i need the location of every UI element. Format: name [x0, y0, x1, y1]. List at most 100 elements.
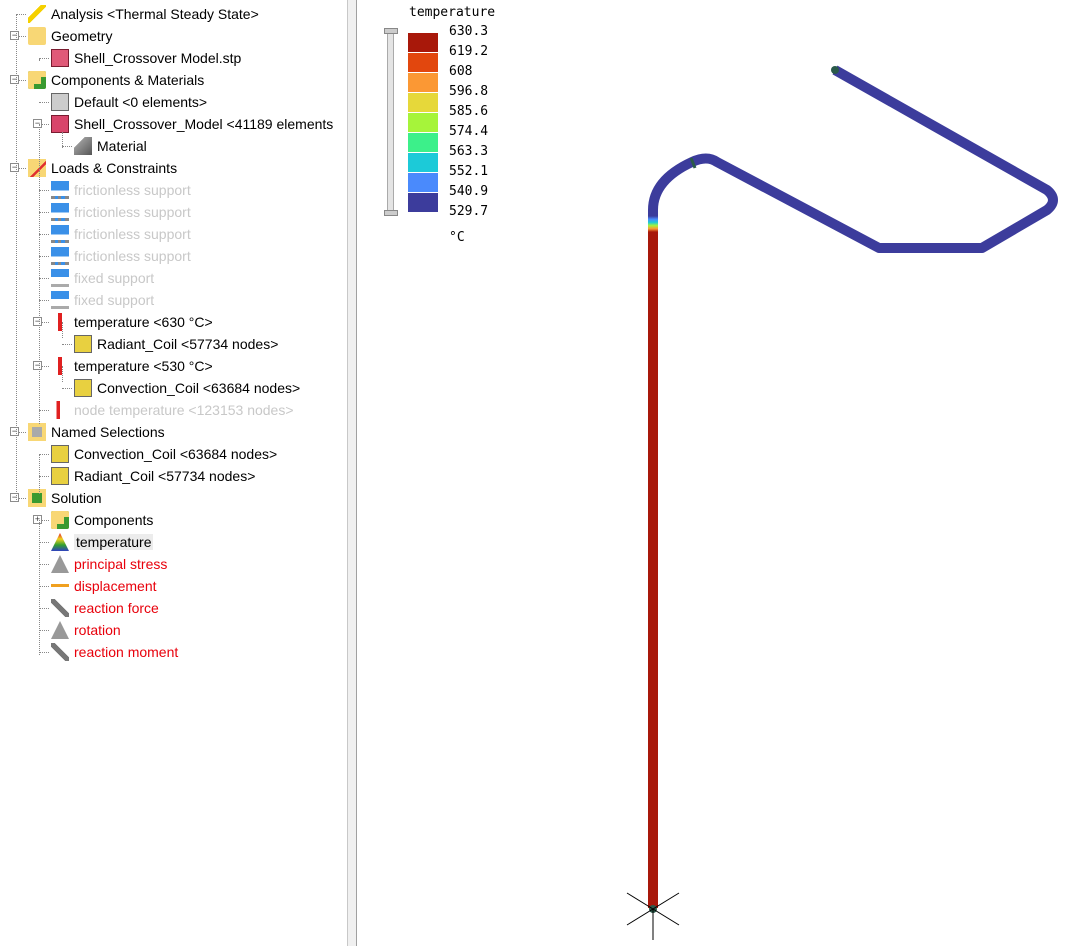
- pipe-model[interactable]: [357, 0, 1067, 946]
- tree-item-label: Shell_Crossover Model.stp: [74, 50, 242, 66]
- tree-item[interactable]: Shell_Crossover_Model <41189 elements: [51, 113, 333, 135]
- tree-item-label: reaction moment: [74, 644, 179, 660]
- tree-item[interactable]: node temperature <123153 nodes>: [51, 399, 294, 421]
- model-tree[interactable]: Analysis <Thermal Steady State> Geometry −…: [0, 0, 348, 946]
- collapse-icon[interactable]: −: [33, 118, 42, 128]
- tree-item[interactable]: frictionless support: [51, 201, 191, 223]
- tree-connector: [62, 344, 72, 345]
- frictionless-support-icon: [51, 203, 69, 221]
- tree-item-label: Components & Materials: [51, 72, 205, 88]
- tree-item[interactable]: Loads & Constraints: [28, 157, 177, 179]
- legend-tick-label: 563.3: [449, 144, 489, 159]
- fixed-support-symbol: [626, 892, 680, 940]
- result-gray-icon: [51, 555, 69, 573]
- tree-item[interactable]: rotation: [51, 619, 121, 641]
- tree-item[interactable]: Components: [51, 509, 153, 531]
- tree-connector: [16, 498, 26, 499]
- legend-tick-label: 529.7: [449, 204, 489, 219]
- graphics-viewport[interactable]: temperature 630.3 619.2 608 596.8 585.6 574.4…: [357, 0, 1067, 946]
- frictionless-support-icon: [51, 181, 69, 199]
- tree-connector: [16, 36, 26, 37]
- tree-item[interactable]: Convection_Coil <63684 nodes>: [51, 443, 277, 465]
- frictionless-support-icon: [51, 225, 69, 243]
- tree-connector: [16, 432, 26, 433]
- tree-item-label: Analysis <Thermal Steady State>: [51, 6, 259, 22]
- tree-item[interactable]: Radiant_Coil <57734 nodes>: [74, 333, 278, 355]
- tree-item-label: rotation: [74, 622, 121, 638]
- tree-item[interactable]: reaction moment: [51, 641, 178, 663]
- tree-item[interactable]: frictionless support: [51, 245, 191, 267]
- tree-item[interactable]: fixed support: [51, 289, 154, 311]
- fixed-support-icon: [51, 269, 69, 287]
- legend-tick-label: 552.1: [449, 164, 489, 179]
- tree-connector: [62, 366, 63, 382]
- collapse-icon[interactable]: −: [10, 74, 19, 84]
- panel-splitter[interactable]: [348, 0, 357, 946]
- tree-item[interactable]: Geometry: [28, 25, 112, 47]
- tree-item[interactable]: Components & Materials: [28, 69, 204, 91]
- tree-item[interactable]: fixed support: [51, 267, 154, 289]
- tree-item[interactable]: temperature: [51, 531, 154, 553]
- tree-connector: [39, 322, 49, 323]
- tree-item[interactable]: Analysis <Thermal Steady State>: [28, 3, 259, 25]
- tree-item[interactable]: displacement: [51, 575, 157, 597]
- legend-title: temperature: [409, 5, 496, 20]
- tree-item[interactable]: Shell_Crossover Model.stp: [51, 47, 241, 69]
- tree-connector: [16, 14, 26, 15]
- tree-connector: [39, 58, 49, 59]
- legend-band: [408, 113, 438, 132]
- node-set-icon: [51, 467, 69, 485]
- node-temperature-icon: [51, 401, 69, 419]
- legend-tick-label: 596.8: [449, 84, 489, 99]
- collapse-icon[interactable]: −: [10, 426, 19, 436]
- legend-band: [408, 133, 438, 152]
- component-red-icon: [51, 115, 69, 133]
- tree-item[interactable]: Default <0 elements>: [51, 91, 207, 113]
- tree-connector: [62, 146, 72, 147]
- tree-item[interactable]: Solution: [28, 487, 102, 509]
- tree-item-label: temperature <530 °C>: [74, 358, 213, 374]
- tree-item[interactable]: Material: [74, 135, 147, 157]
- tree-item-label: Components: [74, 512, 154, 528]
- tree-connector: [39, 476, 49, 477]
- reaction-moment-icon: [51, 643, 69, 661]
- collapse-icon[interactable]: −: [10, 162, 19, 172]
- tree-item-label: Geometry: [51, 28, 113, 44]
- loads-folder-icon: [28, 159, 46, 177]
- tree-item[interactable]: Convection_Coil <63684 nodes>: [74, 377, 300, 399]
- collapse-icon[interactable]: −: [10, 492, 19, 502]
- collapse-icon[interactable]: −: [33, 360, 42, 370]
- legend-tick-label: 630.3: [449, 24, 489, 39]
- lightning-icon: [28, 5, 46, 23]
- legend-band: [408, 93, 438, 112]
- legend-slider-top-handle[interactable]: [384, 28, 398, 34]
- legend-band: [408, 33, 438, 52]
- expand-icon[interactable]: +: [33, 514, 42, 524]
- frictionless-support-icon: [51, 247, 69, 265]
- tree-connector: [16, 80, 26, 81]
- tree-connector: [39, 366, 49, 367]
- collapse-icon[interactable]: −: [33, 316, 42, 326]
- legend-band: [408, 153, 438, 172]
- legend-slider-bottom-handle[interactable]: [384, 210, 398, 216]
- tree-item[interactable]: reaction force: [51, 597, 159, 619]
- tree-item-label: frictionless support: [74, 204, 191, 220]
- tree-item[interactable]: principal stress: [51, 553, 167, 575]
- convection-coil-pipe: [648, 65, 1058, 253]
- result-gray-icon: [51, 621, 69, 639]
- tree-item[interactable]: temperature <630 °C>: [51, 311, 213, 333]
- solid-part-icon: [51, 49, 69, 67]
- node-set-icon: [51, 445, 69, 463]
- tree-item[interactable]: Named Selections: [28, 421, 165, 443]
- tree-item-label: node temperature <123153 nodes>: [74, 402, 294, 418]
- tree-connector: [39, 520, 49, 521]
- collapse-icon[interactable]: −: [10, 30, 19, 40]
- tree-connector: [39, 124, 49, 125]
- tree-item[interactable]: frictionless support: [51, 223, 191, 245]
- tree-item[interactable]: frictionless support: [51, 179, 191, 201]
- tree-item-label: Default <0 elements>: [74, 94, 208, 110]
- tree-item[interactable]: temperature <530 °C>: [51, 355, 213, 377]
- node-set-icon: [74, 335, 92, 353]
- legend-tick-label: 574.4: [449, 124, 489, 139]
- tree-item[interactable]: Radiant_Coil <57734 nodes>: [51, 465, 255, 487]
